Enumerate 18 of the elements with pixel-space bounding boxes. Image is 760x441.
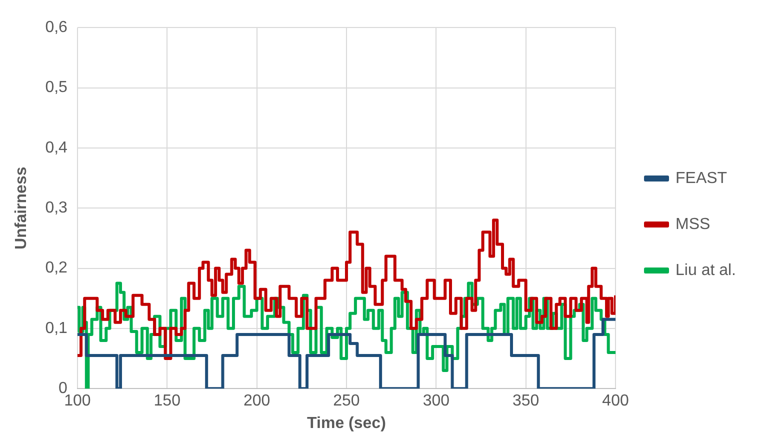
x-tick-label: 350 [512,392,540,410]
y-tick-label: 0,1 [45,320,68,337]
y-tick-label: 0,5 [45,79,68,96]
y-axis-title: Unfairness [13,166,30,250]
y-tick-label: 0,3 [45,200,68,217]
legend-label: Liu at al. [676,262,736,279]
legend-label: FEAST [676,170,728,187]
y-tick-label: 0,2 [45,260,68,277]
x-tick-label: 200 [243,392,270,410]
x-tick-label: 250 [333,392,360,410]
y-tick-label: 0,6 [45,19,68,36]
x-tick-label: 400 [602,392,629,410]
x-tick-label: 150 [154,392,181,410]
x-tick-label: 300 [422,392,450,410]
legend-label: MSS [676,216,710,233]
y-tick-label: 0,4 [45,139,68,156]
x-tick-label: 100 [64,392,91,410]
x-axis-title: Time (sec) [307,414,386,432]
